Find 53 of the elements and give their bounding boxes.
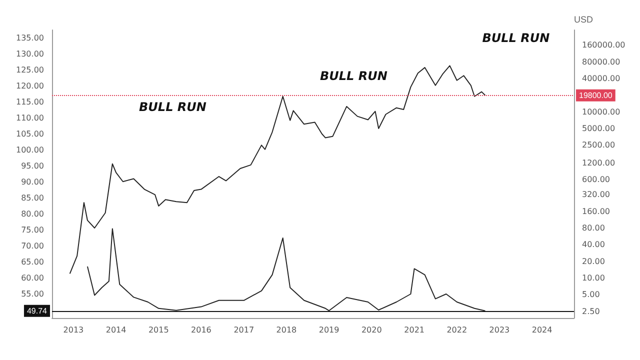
y2-tick-label: 320.00 xyxy=(582,190,610,200)
y-tick-label: 75.00 xyxy=(21,226,44,234)
y-tick-label: 85.00 xyxy=(21,194,44,202)
y-tick-label: 90.00 xyxy=(21,178,44,186)
y-tick-label: 135.00 xyxy=(16,34,44,42)
y-tick-label: 130.00 xyxy=(16,50,44,58)
x-tick-label: 2014 xyxy=(106,326,126,334)
x-tick-label: 2018 xyxy=(276,326,297,334)
y2-tick-label: 5.00 xyxy=(582,290,600,300)
y2-tick-label: 40000.00 xyxy=(582,74,620,83)
y-tick-label: 95.00 xyxy=(21,162,44,170)
y2-tick-label: 2.50 xyxy=(582,306,600,316)
x-tick-label: 2016 xyxy=(191,326,212,334)
annotation: BULL RUN xyxy=(139,100,206,114)
y2-tick-label: 160000.00 xyxy=(582,40,626,50)
y2-tick-label: 160.00 xyxy=(582,206,610,216)
annotation: BULL RUN xyxy=(482,31,550,46)
y2-tick-label: 10.00 xyxy=(582,274,605,283)
y-tick-label: 60.00 xyxy=(21,274,44,282)
y-tick-label: 70.00 xyxy=(21,242,44,250)
y2-tick-label: 2500.00 xyxy=(582,140,616,150)
y2-tick-label: 1200.00 xyxy=(582,158,616,168)
x-tick-label: 2021 xyxy=(404,326,424,334)
x-tick-label: 2017 xyxy=(234,326,254,334)
annotation: BULL RUN xyxy=(320,68,388,83)
x-tick-label: 2019 xyxy=(318,326,340,334)
y-tick-label: 55.00 xyxy=(21,290,44,298)
x-tick-label: 2023 xyxy=(489,326,510,334)
x-tick-label: 2022 xyxy=(446,326,468,334)
y-tick-label: 120.00 xyxy=(16,82,44,90)
y2-tick-label: 80000.00 xyxy=(582,57,620,66)
line-series xyxy=(86,228,486,312)
ref-line-label: 19800.00 xyxy=(579,90,613,100)
y2-tick-label: 40.00 xyxy=(582,240,605,250)
y-tick-label: 115.00 xyxy=(16,98,44,106)
x-tick-label: 2015 xyxy=(148,326,169,334)
y2-tick-label: 20.00 xyxy=(582,256,605,266)
y-tick-label: 80.00 xyxy=(21,210,44,218)
y2-tick-label: 80.00 xyxy=(582,224,605,233)
y-tick-label: 125.00 xyxy=(16,66,44,74)
ref-line-label: 49.74 xyxy=(26,306,48,316)
y2-tick-label: 600.00 xyxy=(582,175,610,184)
x-tick-label: 2020 xyxy=(361,326,382,334)
y2-axis-title: USD xyxy=(574,14,594,24)
x-tick-label: 2013 xyxy=(63,326,84,334)
line-series xyxy=(69,65,486,274)
x-tick-label: 2024 xyxy=(532,326,552,334)
y-tick-label: 110.00 xyxy=(16,114,44,122)
y-tick-label: 100.00 xyxy=(16,146,44,154)
y2-tick-label: 5000.00 xyxy=(582,124,616,134)
y-tick-label: 65.00 xyxy=(21,258,44,266)
y-tick-label: 105.00 xyxy=(16,130,44,138)
y2-tick-label: 10000.00 xyxy=(582,107,620,116)
